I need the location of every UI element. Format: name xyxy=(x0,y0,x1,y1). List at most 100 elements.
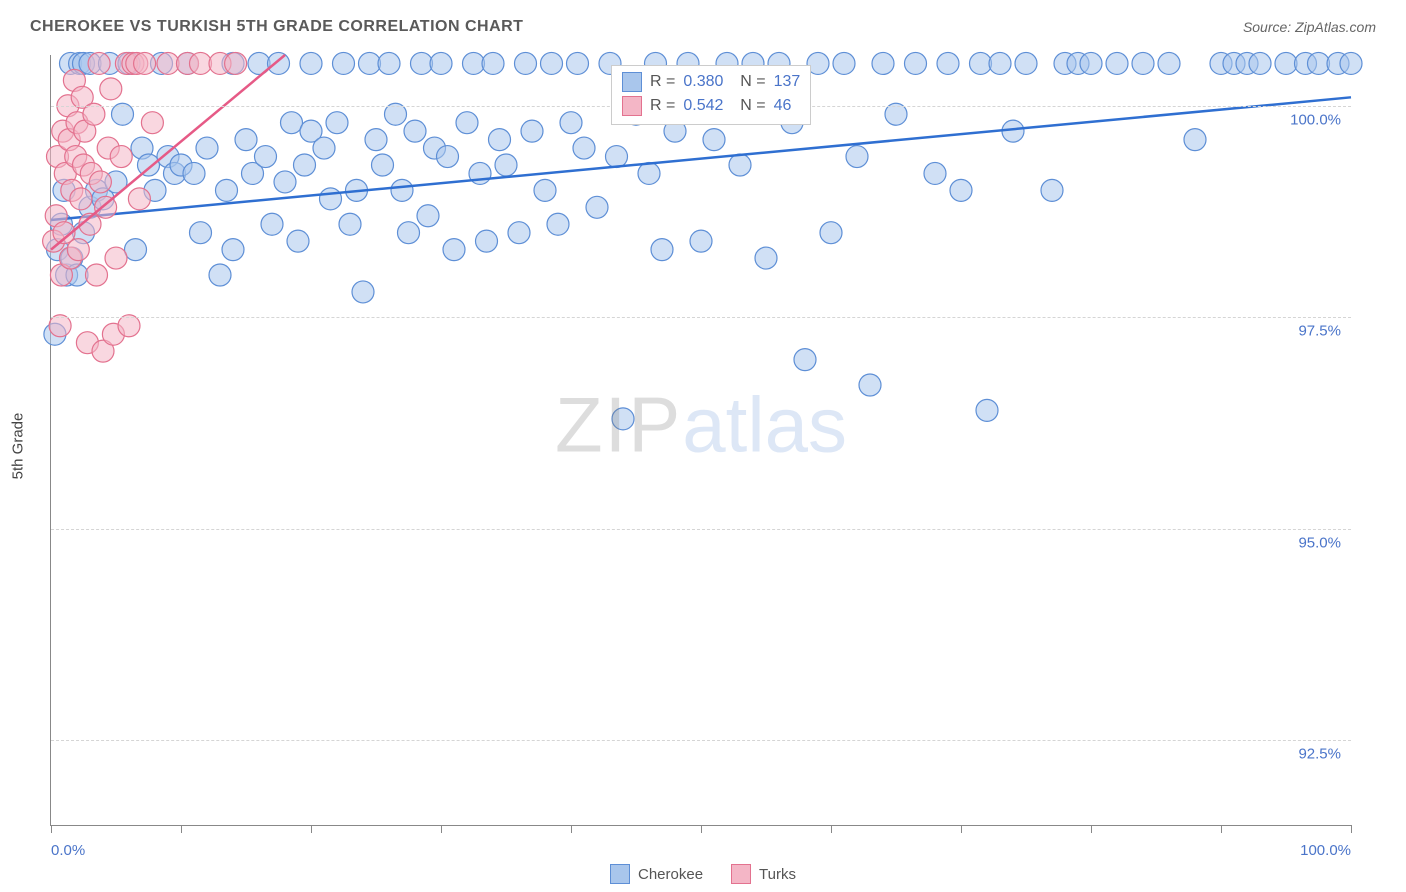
scatter-point xyxy=(443,239,465,261)
gridline xyxy=(51,740,1351,741)
x-tick xyxy=(181,825,182,833)
scatter-point xyxy=(521,120,543,142)
legend-label: Cherokee xyxy=(638,866,703,883)
scatter-point xyxy=(1080,52,1102,74)
scatter-point xyxy=(482,52,504,74)
scatter-point xyxy=(294,154,316,176)
scatter-point xyxy=(326,112,348,134)
scatter-point xyxy=(463,52,485,74)
y-tick-label: 92.5% xyxy=(1298,746,1341,763)
chart-source: Source: ZipAtlas.com xyxy=(1243,19,1376,35)
scatter-point xyxy=(183,162,205,184)
scatter-point xyxy=(638,162,660,184)
x-axis-max-label: 100.0% xyxy=(1300,842,1351,859)
gridline xyxy=(51,529,1351,530)
scatter-point xyxy=(216,179,238,201)
scatter-point xyxy=(586,196,608,218)
stats-row: R = 0.380 N = 137 xyxy=(622,70,800,94)
scatter-point xyxy=(95,196,117,218)
scatter-point xyxy=(755,247,777,269)
scatter-point xyxy=(508,222,530,244)
legend-item: Cherokee xyxy=(610,864,703,884)
legend-item: Turks xyxy=(731,864,796,884)
scatter-point xyxy=(359,52,381,74)
scatter-point xyxy=(1132,52,1154,74)
scatter-point xyxy=(398,222,420,244)
scatter-point xyxy=(125,239,147,261)
legend-label: Turks xyxy=(759,866,796,883)
legend: Cherokee Turks xyxy=(610,864,796,884)
scatter-point xyxy=(976,399,998,421)
scatter-point xyxy=(1041,179,1063,201)
x-tick xyxy=(1221,825,1222,833)
scatter-point xyxy=(1275,52,1297,74)
scatter-point xyxy=(515,52,537,74)
stats-n-value: 137 xyxy=(774,70,801,94)
scatter-point xyxy=(989,52,1011,74)
scatter-point xyxy=(573,137,595,159)
scatter-point xyxy=(268,52,290,74)
scatter-point xyxy=(333,52,355,74)
scatter-point xyxy=(287,230,309,252)
scatter-point xyxy=(924,162,946,184)
scatter-point xyxy=(612,408,634,430)
scatter-point xyxy=(190,222,212,244)
scatter-point xyxy=(225,52,247,74)
scatter-point xyxy=(128,188,150,210)
scatter-point xyxy=(67,239,89,261)
scatter-point xyxy=(534,179,556,201)
scatter-point xyxy=(88,52,110,74)
scatter-point xyxy=(489,129,511,151)
scatter-point xyxy=(495,154,517,176)
scatter-point xyxy=(476,230,498,252)
stats-box: R = 0.380 N = 137R = 0.542 N = 46 xyxy=(611,65,811,125)
scatter-point xyxy=(651,239,673,261)
scatter-point xyxy=(690,230,712,252)
scatter-point xyxy=(222,239,244,261)
scatter-point xyxy=(430,52,452,74)
stats-r-value: 0.542 xyxy=(683,94,723,118)
scatter-point xyxy=(872,52,894,74)
scatter-point xyxy=(261,213,283,235)
scatter-point xyxy=(1184,129,1206,151)
scatter-point xyxy=(417,205,439,227)
scatter-point xyxy=(110,146,132,168)
scatter-point xyxy=(1158,52,1180,74)
scatter-point xyxy=(970,52,992,74)
scatter-point xyxy=(703,129,725,151)
stats-row: R = 0.542 N = 46 xyxy=(622,94,800,118)
scatter-point xyxy=(70,188,92,210)
stats-swatch xyxy=(622,96,642,116)
scatter-point xyxy=(391,179,413,201)
y-tick-label: 95.0% xyxy=(1298,534,1341,551)
scatter-point xyxy=(378,52,400,74)
y-axis-title: 5th Grade xyxy=(10,413,27,480)
y-tick-label: 100.0% xyxy=(1290,111,1341,128)
scatter-point xyxy=(1249,52,1271,74)
stats-n-label: N = xyxy=(731,70,765,94)
scatter-point xyxy=(541,52,563,74)
scatter-point xyxy=(255,146,277,168)
scatter-point xyxy=(89,171,111,193)
scatter-point xyxy=(86,264,108,286)
x-tick xyxy=(1091,825,1092,833)
scatter-point xyxy=(339,213,361,235)
scatter-point xyxy=(365,129,387,151)
chart-svg xyxy=(51,55,1351,825)
scatter-point xyxy=(833,52,855,74)
scatter-point xyxy=(950,179,972,201)
scatter-point xyxy=(274,171,296,193)
scatter-point xyxy=(1308,52,1330,74)
scatter-point xyxy=(281,112,303,134)
stats-n-value: 46 xyxy=(774,94,792,118)
y-tick-label: 97.5% xyxy=(1298,323,1341,340)
x-tick xyxy=(701,825,702,833)
scatter-point xyxy=(404,120,426,142)
scatter-point xyxy=(794,349,816,371)
gridline xyxy=(51,317,1351,318)
scatter-point xyxy=(105,247,127,269)
scatter-point xyxy=(100,78,122,100)
scatter-point xyxy=(859,374,881,396)
stats-r-label: R = xyxy=(650,94,675,118)
x-tick xyxy=(571,825,572,833)
